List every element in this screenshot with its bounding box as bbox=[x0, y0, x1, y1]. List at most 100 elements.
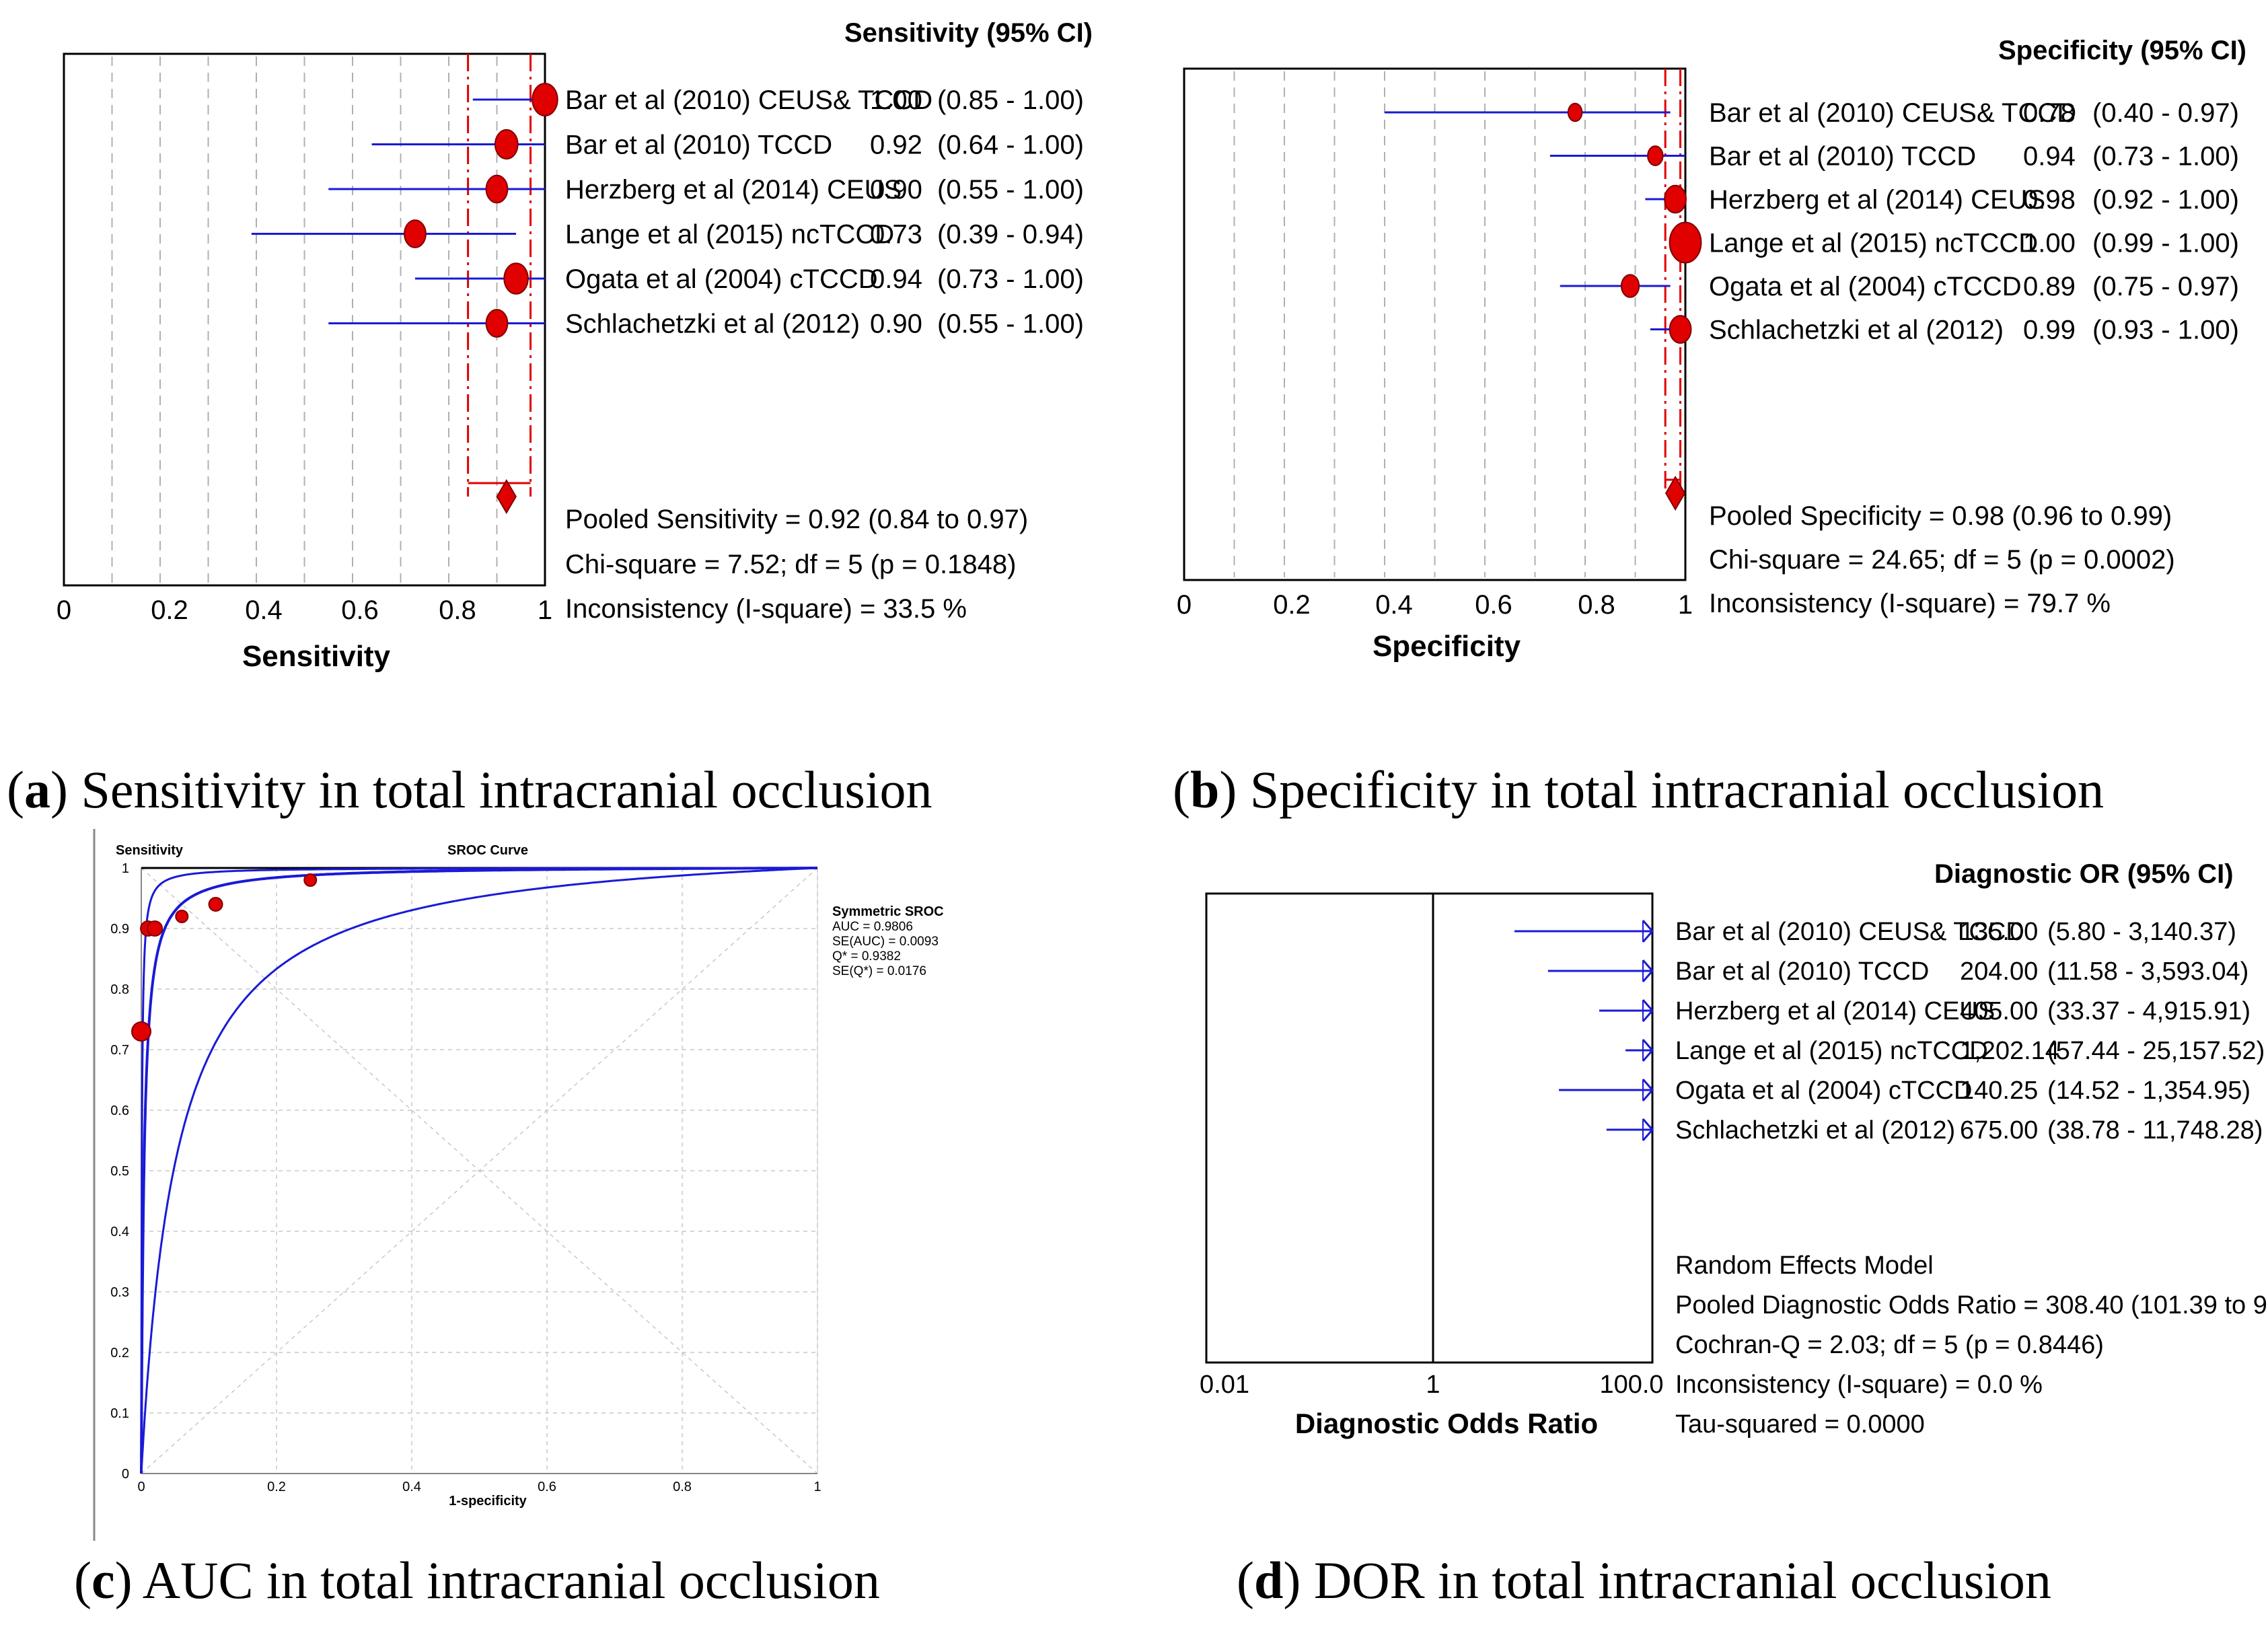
x-axis-ticks: 0.01 1 100.0 bbox=[1200, 1371, 1664, 1399]
x-axis-label: Specificity bbox=[1373, 630, 1521, 663]
x-tick-label: 0.6 bbox=[538, 1480, 556, 1494]
panel-c-sroc-plot: 0 0.2 0.4 0.6 0.8 1 0 0.1 0.2 0.3 0.4 0.5 0.6 0.7 0.8 0… bbox=[93, 829, 944, 1541]
y-tick-label: 0.5 bbox=[110, 1164, 129, 1179]
column-header: Specificity (95% CI) bbox=[1998, 36, 2246, 65]
study-ci: (0.75 - 0.97) bbox=[2092, 272, 2239, 301]
point-estimate-marker bbox=[1664, 184, 1687, 214]
study-point bbox=[131, 1021, 151, 1042]
point-estimate-marker bbox=[494, 129, 519, 160]
study-estimate: 0.90 bbox=[870, 175, 922, 205]
legend-title: Symmetric SROC bbox=[832, 904, 944, 919]
study-name: Lange et al (2015) ncTCCD bbox=[1675, 1037, 1988, 1065]
study-estimate: 0.94 bbox=[870, 264, 922, 294]
pooled-stat: Pooled Sensitivity = 0.92 (0.84 to 0.97) bbox=[565, 505, 1028, 534]
grid-lines bbox=[141, 867, 818, 1474]
study-name: Lange et al (2015) ncTCCD bbox=[1709, 229, 2038, 258]
x-tick-label: 0.2 bbox=[1273, 590, 1311, 620]
study-ci: (0.64 - 1.00) bbox=[937, 131, 1084, 160]
caption-a-text: Sensitivity in total intracranial occlus… bbox=[68, 760, 932, 819]
point-estimate-marker bbox=[485, 174, 509, 204]
study-estimate: 0.90 bbox=[870, 310, 922, 339]
x-tick-label: 0.4 bbox=[245, 595, 283, 625]
study-name: Bar et al (2010) TCCD bbox=[1709, 142, 1976, 172]
x-tick-label: 0.6 bbox=[341, 595, 379, 625]
x-tick-label: 100.0 bbox=[1599, 1371, 1663, 1399]
x-tick-label: 0.2 bbox=[151, 595, 188, 625]
y-tick-label: 0.2 bbox=[110, 1346, 129, 1360]
study-name: Ogata et al (2004) cTCCD bbox=[565, 264, 878, 294]
point-estimate-marker bbox=[1647, 145, 1664, 166]
caption-c: (c) AUC in total intracranial occlusion bbox=[74, 1551, 880, 1609]
point-estimate-marker bbox=[503, 262, 529, 295]
study-ci: (0.55 - 1.00) bbox=[937, 310, 1084, 339]
chi-square-stat: Chi-square = 24.65; df = 5 (p = 0.0002) bbox=[1709, 545, 2175, 575]
study-ci: (38.78 - 11,748.28) bbox=[2047, 1116, 2263, 1145]
study-estimate: 140.25 bbox=[1960, 1077, 2038, 1105]
study-points bbox=[131, 873, 318, 1042]
study-estimate: 0.89 bbox=[2023, 272, 2076, 301]
y-tick-label: 0.6 bbox=[110, 1103, 129, 1118]
ci-arrow bbox=[1642, 1039, 1654, 1062]
caption-b-text: Specificity in total intracranial occlus… bbox=[1237, 760, 2104, 819]
y-tick-label: 0.3 bbox=[110, 1285, 129, 1300]
x-tick-label: 1 bbox=[1678, 590, 1693, 620]
caption-c-text: AUC in total intracranial occlusion bbox=[133, 1551, 880, 1609]
caption-d-text: DOR in total intracranial occlusion bbox=[1301, 1551, 2051, 1609]
x-axis-ticks: 0 0.2 0.4 0.6 0.8 1 bbox=[57, 595, 552, 625]
study-name: Bar et al (2010) CEUS& TCCD bbox=[565, 85, 932, 115]
legend-auc: AUC = 0.9806 bbox=[832, 920, 913, 934]
study-estimate: 1,202.14 bbox=[1960, 1037, 2059, 1065]
study-ci: (33.37 - 4,915.91) bbox=[2047, 997, 2251, 1025]
study-ci: (0.93 - 1.00) bbox=[2092, 316, 2239, 345]
study-name: Bar et al (2010) CEUS& TCCD bbox=[1675, 918, 2024, 946]
ci-arrow bbox=[1642, 920, 1654, 943]
x-tick-label: 0.01 bbox=[1200, 1371, 1249, 1399]
caption-a: (a) Sensitivity in total intracranial oc… bbox=[7, 760, 932, 819]
x-axis-title: 1-specificity bbox=[449, 1494, 527, 1509]
caption-b-letter: b bbox=[1190, 760, 1219, 819]
study-ci: (0.39 - 0.94) bbox=[937, 220, 1084, 250]
x-tick-label: 0.6 bbox=[1475, 590, 1512, 620]
inconsistency-stat: Inconsistency (I-square) = 33.5 % bbox=[565, 594, 967, 624]
study-ci: (0.73 - 1.00) bbox=[937, 264, 1084, 294]
column-header: Diagnostic OR (95% CI) bbox=[1934, 859, 2234, 889]
caption-b: (b) Specificity in total intracranial oc… bbox=[1173, 760, 2104, 819]
y-tick-label: 0.4 bbox=[110, 1225, 129, 1239]
x-axis-ticks: 0 0.2 0.4 0.6 0.8 1 bbox=[1177, 590, 1693, 620]
study-name: Herzberg et al (2014) CEUS bbox=[1675, 997, 1995, 1025]
study-name: Lange et al (2015) ncTCCD bbox=[565, 220, 894, 250]
study-ci: (5.80 - 3,140.37) bbox=[2047, 918, 2236, 946]
pooled-stat: Pooled Specificity = 0.98 (0.96 to 0.99) bbox=[1709, 501, 2172, 531]
plot-frame bbox=[1205, 892, 1654, 1364]
point-estimate-marker bbox=[1669, 315, 1692, 344]
ci-arrow bbox=[1642, 959, 1654, 982]
x-tick-label: 0.4 bbox=[1375, 590, 1413, 620]
pooled-estimate bbox=[467, 54, 532, 514]
chart-title: SROC Curve bbox=[447, 843, 528, 858]
sroc-lower-bound-curve bbox=[140, 867, 818, 1474]
study-name: Herzberg et al (2014) CEUS bbox=[565, 175, 902, 205]
pooled-stat: Pooled Diagnostic Odds Ratio = 308.40 (1… bbox=[1675, 1291, 2268, 1319]
caption-c-letter: c bbox=[92, 1551, 115, 1609]
grid-lines bbox=[111, 57, 498, 583]
study-estimate: 0.94 bbox=[2023, 142, 2076, 172]
y-axis-title: Sensitivity bbox=[116, 843, 184, 858]
caption-d-letter: d bbox=[1254, 1551, 1283, 1609]
study-name: Schlachetzki et al (2012) bbox=[1709, 316, 2004, 345]
inconsistency-stat: Inconsistency (I-square) = 0.0 % bbox=[1675, 1371, 2043, 1399]
cochran-q-stat: Cochran-Q = 2.03; df = 5 (p = 0.8446) bbox=[1675, 1331, 2104, 1359]
study-estimate: 204.00 bbox=[1960, 957, 2038, 986]
study-estimate: 0.73 bbox=[870, 220, 922, 250]
x-tick-label: 0 bbox=[1177, 590, 1192, 620]
study-ci: (0.40 - 0.97) bbox=[2092, 98, 2239, 128]
x-tick-label: 0.8 bbox=[439, 595, 476, 625]
x-tick-label: 0.2 bbox=[267, 1480, 286, 1494]
point-estimate-marker bbox=[1669, 221, 1702, 264]
study-name: Bar et al (2010) TCCD bbox=[565, 131, 832, 160]
